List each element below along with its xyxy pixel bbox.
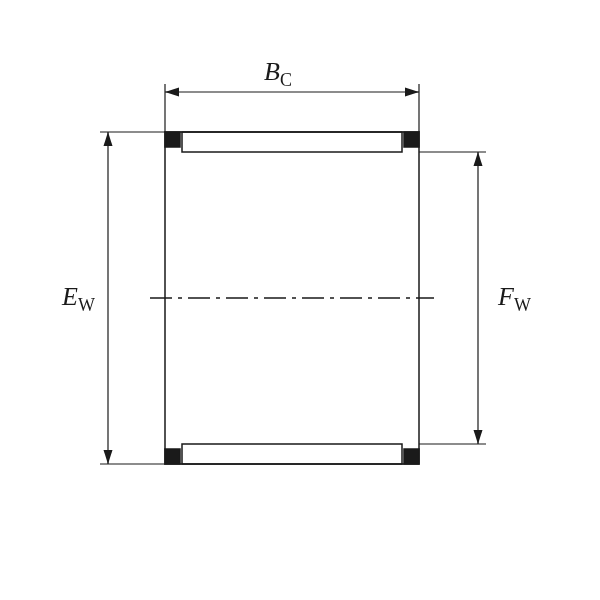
svg-rect-6 — [165, 449, 180, 464]
svg-rect-4 — [165, 132, 180, 147]
svg-rect-7 — [404, 449, 419, 464]
svg-rect-5 — [404, 132, 419, 147]
